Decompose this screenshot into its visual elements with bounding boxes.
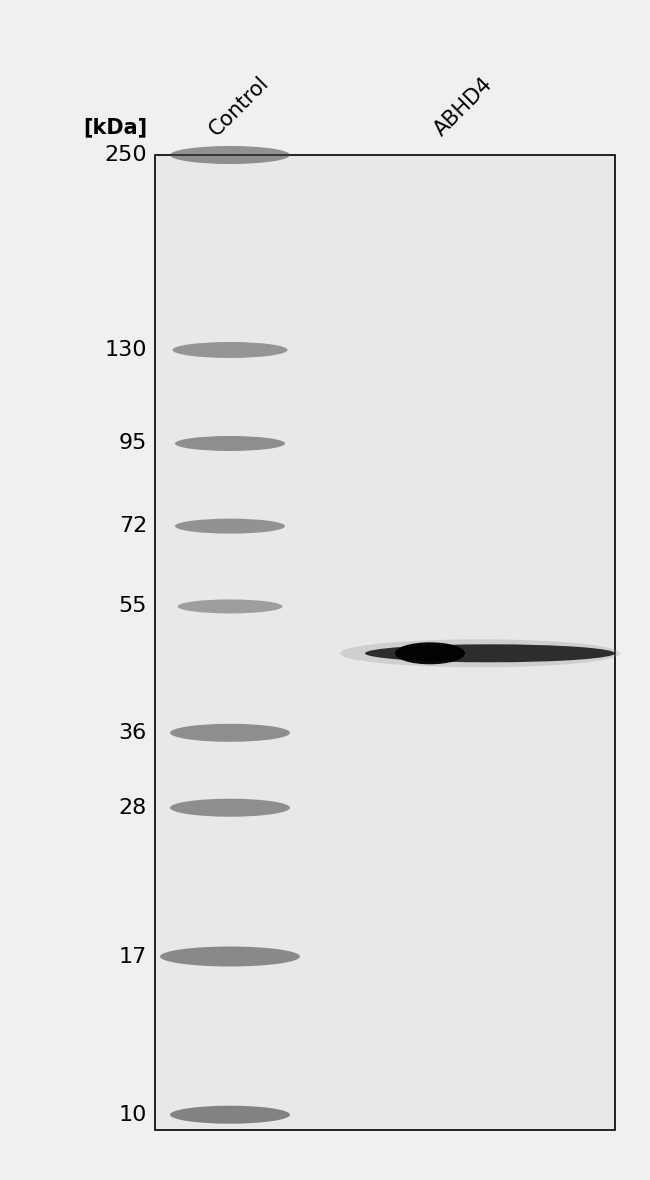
Ellipse shape <box>365 644 615 662</box>
Text: ABHD4: ABHD4 <box>431 74 497 140</box>
Text: 130: 130 <box>105 340 147 360</box>
Ellipse shape <box>170 799 290 817</box>
Ellipse shape <box>175 519 285 533</box>
Text: [kDa]: [kDa] <box>83 117 147 137</box>
Ellipse shape <box>170 146 290 164</box>
Text: 36: 36 <box>119 723 147 742</box>
Text: 17: 17 <box>119 946 147 966</box>
Text: 55: 55 <box>118 596 147 616</box>
Text: 10: 10 <box>118 1104 147 1125</box>
Text: 72: 72 <box>119 516 147 536</box>
Text: 28: 28 <box>119 798 147 818</box>
Ellipse shape <box>395 642 465 664</box>
Bar <box>155 155 615 1130</box>
Ellipse shape <box>172 342 287 358</box>
Ellipse shape <box>170 1106 290 1123</box>
Text: Control: Control <box>206 73 273 140</box>
Ellipse shape <box>170 723 290 742</box>
Text: 95: 95 <box>118 433 147 453</box>
Ellipse shape <box>177 599 283 614</box>
Ellipse shape <box>340 640 620 668</box>
Ellipse shape <box>175 435 285 451</box>
Text: 250: 250 <box>105 145 147 165</box>
Ellipse shape <box>160 946 300 966</box>
